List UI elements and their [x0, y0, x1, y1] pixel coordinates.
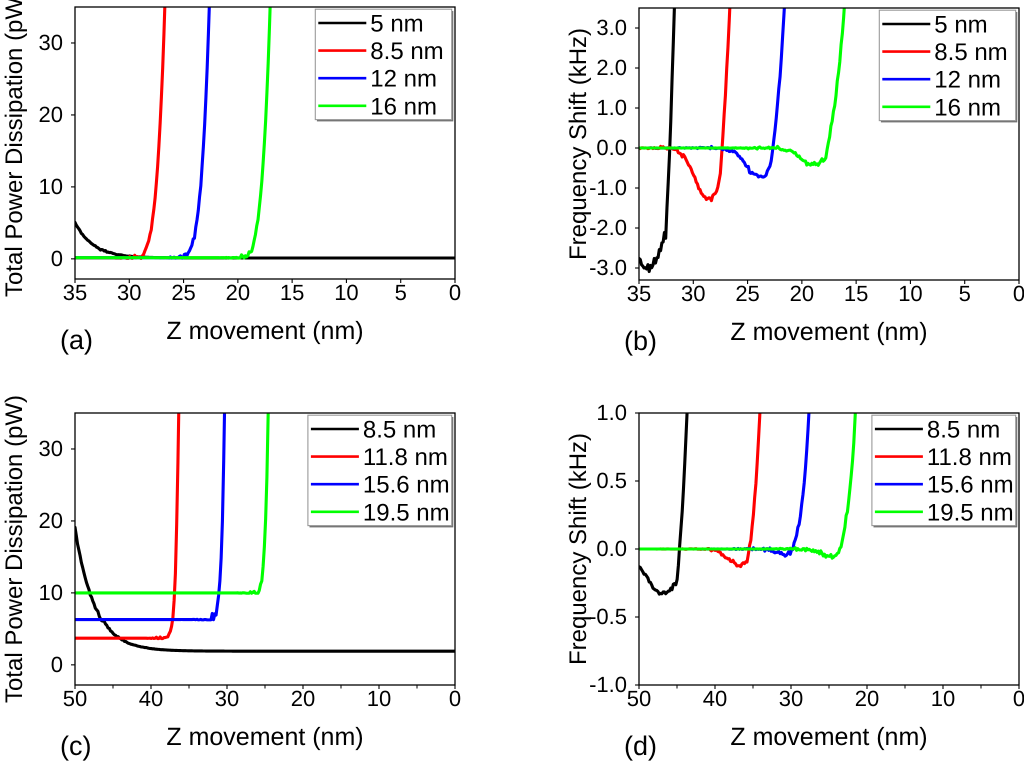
svg-text:3.0: 3.0	[596, 15, 627, 40]
svg-text:8.5 nm: 8.5 nm	[927, 417, 1000, 444]
svg-text:11.8 nm: 11.8 nm	[363, 444, 448, 471]
svg-text:16 nm: 16 nm	[934, 94, 1001, 121]
svg-text:0: 0	[449, 280, 461, 305]
svg-text:10: 10	[39, 174, 63, 199]
svg-text:50: 50	[63, 686, 87, 711]
svg-text:-1.0: -1.0	[589, 175, 627, 200]
svg-text:8.5 nm: 8.5 nm	[363, 417, 436, 444]
svg-text:20: 20	[855, 686, 879, 711]
svg-text:5: 5	[395, 280, 407, 305]
svg-text:-2.0: -2.0	[589, 215, 627, 240]
svg-text:0: 0	[1013, 686, 1024, 711]
svg-text:0: 0	[51, 246, 63, 271]
svg-text:1.0: 1.0	[596, 95, 627, 120]
svg-text:20: 20	[226, 280, 250, 305]
svg-text:Total Power Dissipation (pW): Total Power Dissipation (pW)	[1, 395, 28, 703]
svg-text:2.0: 2.0	[596, 55, 627, 80]
svg-text:25: 25	[171, 280, 195, 305]
svg-text:Z movement (nm): Z movement (nm)	[730, 723, 927, 751]
svg-text:Total Power Dissipation (pW): Total Power Dissipation (pW)	[1, 0, 28, 297]
svg-text:30: 30	[39, 436, 63, 461]
svg-text:5 nm: 5 nm	[934, 12, 987, 39]
svg-text:50: 50	[627, 686, 651, 711]
svg-text:0: 0	[51, 652, 63, 677]
svg-text:-0.5: -0.5	[589, 604, 627, 629]
svg-text:(b): (b)	[624, 326, 657, 356]
svg-text:15: 15	[280, 280, 304, 305]
svg-text:0.0: 0.0	[596, 135, 627, 160]
svg-text:8.5 nm: 8.5 nm	[934, 39, 1007, 66]
svg-text:10: 10	[334, 280, 358, 305]
svg-text:15.6 nm: 15.6 nm	[363, 472, 450, 499]
svg-text:30: 30	[681, 281, 705, 306]
svg-text:30: 30	[39, 30, 63, 55]
svg-text:Z movement (nm): Z movement (nm)	[166, 723, 363, 751]
svg-text:15.6 nm: 15.6 nm	[927, 472, 1014, 499]
svg-text:25: 25	[735, 281, 759, 306]
svg-text:35: 35	[627, 281, 651, 306]
svg-text:40: 40	[703, 686, 727, 711]
svg-text:5 nm: 5 nm	[370, 11, 423, 38]
svg-text:(a): (a)	[60, 325, 93, 355]
svg-text:35: 35	[63, 280, 87, 305]
svg-text:10: 10	[931, 686, 955, 711]
svg-text:12 nm: 12 nm	[370, 66, 437, 93]
svg-text:(c): (c)	[60, 731, 91, 761]
svg-text:15: 15	[844, 281, 868, 306]
svg-text:0.5: 0.5	[596, 468, 627, 493]
svg-text:5: 5	[959, 281, 971, 306]
svg-text:11.8 nm: 11.8 nm	[927, 444, 1012, 471]
svg-text:10: 10	[39, 580, 63, 605]
svg-text:20: 20	[790, 281, 814, 306]
svg-text:40: 40	[139, 686, 163, 711]
svg-text:30: 30	[215, 686, 239, 711]
svg-text:(d): (d)	[624, 731, 657, 761]
svg-text:16 nm: 16 nm	[370, 93, 437, 120]
svg-text:19.5 nm: 19.5 nm	[927, 499, 1014, 526]
svg-text:0.0: 0.0	[596, 536, 627, 561]
svg-text:30: 30	[779, 686, 803, 711]
svg-text:20: 20	[291, 686, 315, 711]
svg-text:19.5 nm: 19.5 nm	[363, 499, 450, 526]
svg-text:-3.0: -3.0	[589, 255, 627, 280]
svg-text:-1.0: -1.0	[589, 672, 627, 697]
svg-text:8.5 nm: 8.5 nm	[370, 38, 443, 65]
svg-text:10: 10	[367, 686, 391, 711]
svg-text:20: 20	[39, 508, 63, 533]
svg-text:Frequency Shift (kHz): Frequency Shift (kHz)	[565, 433, 592, 665]
svg-text:20: 20	[39, 102, 63, 127]
svg-text:Z movement (nm): Z movement (nm)	[166, 317, 363, 345]
svg-text:Z movement (nm): Z movement (nm)	[730, 318, 927, 346]
svg-text:12 nm: 12 nm	[934, 67, 1001, 94]
svg-text:Frequency Shift (kHz): Frequency Shift (kHz)	[565, 28, 592, 260]
svg-text:10: 10	[898, 281, 922, 306]
svg-text:0: 0	[449, 686, 461, 711]
svg-text:30: 30	[117, 280, 141, 305]
svg-text:0: 0	[1013, 281, 1024, 306]
svg-text:1.0: 1.0	[596, 400, 627, 425]
